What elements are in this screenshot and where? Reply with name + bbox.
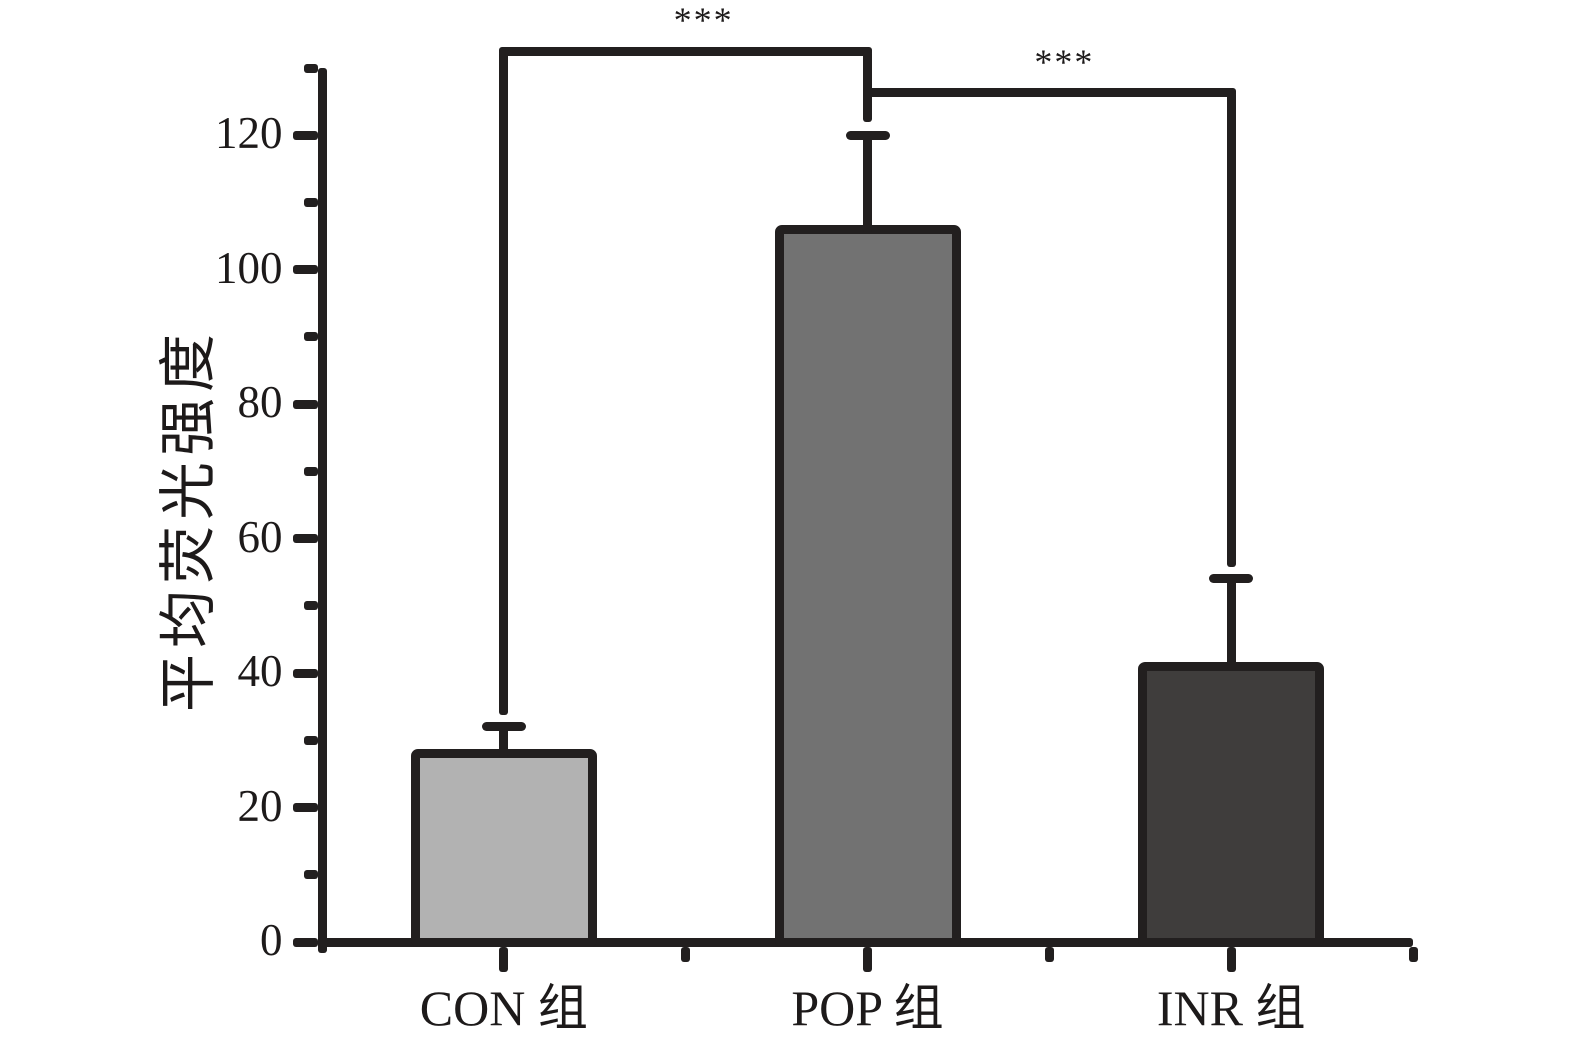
data-bar [1138, 661, 1325, 947]
sig-bracket-drop [863, 51, 872, 123]
y-axis-tick-label: 80 [237, 377, 283, 428]
data-bar [410, 749, 597, 947]
x-axis-minor-tick [1044, 946, 1054, 962]
y-axis-major-tick [292, 130, 318, 140]
y-axis-minor-tick [303, 63, 318, 73]
x-axis-minor-tick [681, 946, 691, 962]
x-category-label: INR 组 [1156, 980, 1306, 1036]
error-bar-cap [1209, 574, 1254, 584]
y-axis-minor-tick [303, 601, 318, 611]
error-bar-shaft [1226, 578, 1236, 671]
x-category-label: CON 组 [419, 980, 588, 1036]
error-bar-shaft [499, 726, 509, 758]
y-axis-minor-tick [303, 466, 318, 476]
significance-label: *** [673, 0, 734, 40]
y-axis-line [317, 68, 327, 953]
x-axis-minor-tick [1408, 946, 1418, 962]
y-axis-major-tick [292, 399, 318, 409]
y-axis-minor-tick [303, 735, 318, 745]
x-category-label: POP 组 [791, 980, 944, 1036]
y-axis-minor-tick [303, 332, 318, 342]
sig-bracket-bar [863, 87, 1236, 97]
y-axis-minor-tick [303, 870, 318, 880]
y-axis-major-tick [292, 534, 318, 544]
y-axis-major-tick [292, 668, 318, 678]
y-axis-major-tick [292, 803, 318, 813]
y-axis-major-tick [292, 265, 318, 275]
error-bar-cap [845, 130, 890, 140]
x-axis-major-tick [1226, 946, 1236, 972]
y-axis-tick-label: 100 [215, 242, 283, 293]
significance-label: *** [1034, 42, 1095, 82]
sig-bracket-drop [499, 51, 509, 715]
x-axis-major-tick [863, 946, 872, 972]
data-bar [774, 224, 961, 947]
y-axis-minor-tick [303, 197, 318, 207]
y-axis-major-tick [292, 937, 318, 947]
x-axis-major-tick [499, 946, 509, 972]
y-axis-tick-label: 20 [237, 780, 283, 831]
y-axis-tick-label: 120 [215, 108, 283, 159]
y-axis-tick-label: 40 [237, 645, 283, 696]
error-bar-shaft [863, 135, 872, 234]
y-axis-tick-label: 0 [260, 914, 283, 965]
error-bar-cap [481, 722, 526, 732]
y-axis-tick-label: 60 [237, 511, 283, 562]
sig-bracket-bar [499, 46, 872, 56]
sig-bracket-drop [1226, 92, 1236, 567]
